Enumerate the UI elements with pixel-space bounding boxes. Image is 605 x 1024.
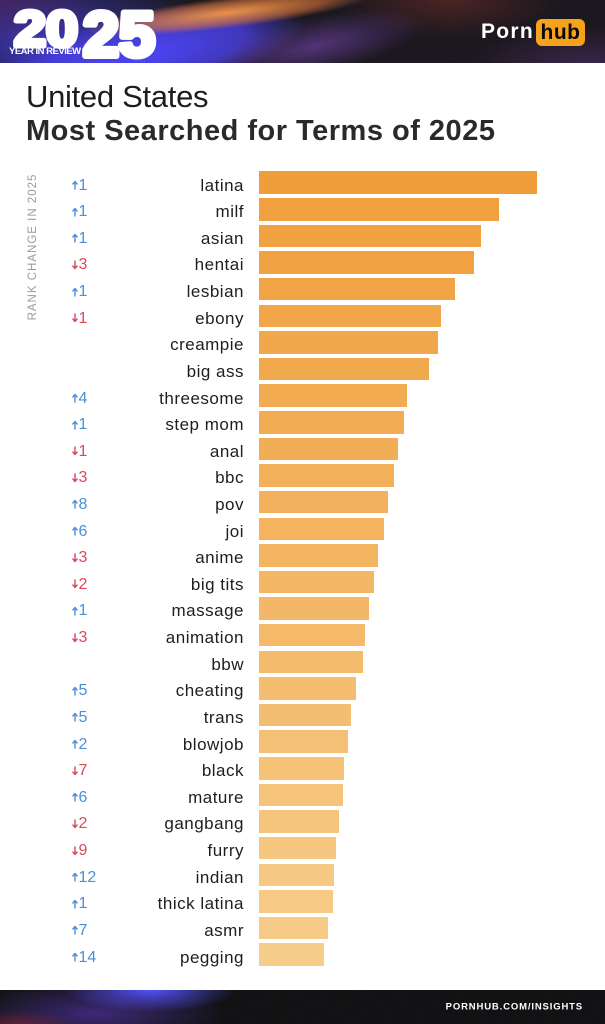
svg-text:20: 20 <box>14 1 78 57</box>
svg-text:25: 25 <box>83 0 155 63</box>
